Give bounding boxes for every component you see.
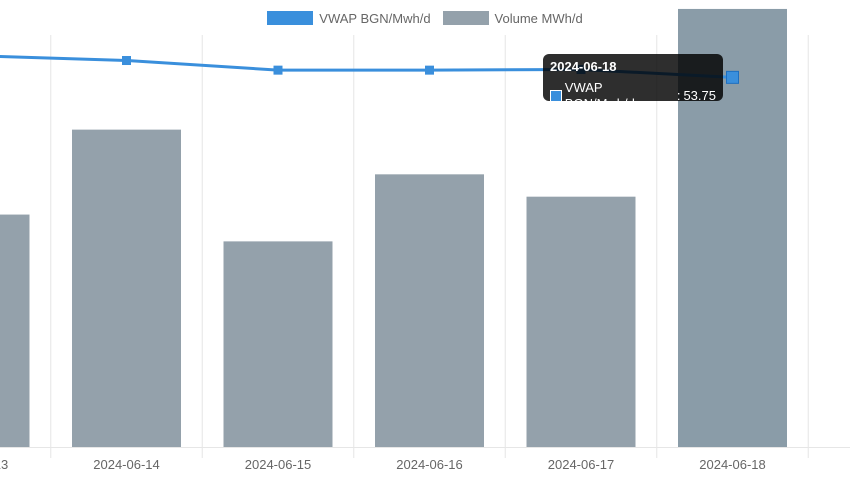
x-axis-ticks: 2024-06-13 2024-06-14 2024-06-15 2024-06-16… [0,457,766,472]
volume-bars [0,8,787,447]
x-tick-label-2024-06-15: 2024-06-15 [245,457,312,472]
vwap-point-2024-06-18 [726,70,739,84]
vwap-point-2024-06-15 [273,65,283,75]
x-tick-label-2024-06-13: 2024-06-13 [0,457,8,472]
volume-bar-2024-06-13 [0,214,30,447]
volume-bar-2024-06-14 [72,129,181,447]
volume-bar-2024-06-15 [223,241,333,447]
vwap-point-2024-06-16 [425,65,434,75]
tooltip-swatch [550,90,562,102]
legend-label-volume: Volume MWh/d [494,10,583,26]
legend-swatch-vwap [267,11,314,25]
x-tick-label-2024-06-18: 2024-06-18 [699,457,766,472]
x-tick-label-2024-06-14: 2024-06-14 [93,457,160,472]
legend: VWAP BGN/Mwh/d Volume MWh/d [0,8,850,28]
tooltip-series-label: VWAP BGN/Mwh/d [564,80,635,111]
legend-item-volume[interactable]: Volume MWh/d [442,10,583,26]
x-tick-label-2024-06-17: 2024-06-17 [548,457,615,472]
chart-tooltip: 2024-06-18 VWAP BGN/Mwh/d: 53.75 [543,54,723,111]
grid-lines [0,35,850,458]
legend-label-vwap: VWAP BGN/Mwh/d [319,10,431,26]
volume-bar-2024-06-16 [375,174,484,447]
tooltip-value: 53.75 [683,88,716,103]
volume-bar-2024-06-17 [526,196,636,447]
legend-swatch-volume [442,11,489,25]
legend-item-vwap[interactable]: VWAP BGN/Mwh/d [267,10,431,26]
tooltip-colon: : [676,88,681,103]
tooltip-row: VWAP BGN/Mwh/d: 53.75 [550,80,716,112]
x-tick-label-2024-06-16: 2024-06-16 [396,457,463,472]
vwap-point-2024-06-14 [122,56,131,66]
tooltip-title: 2024-06-18 [550,59,617,74]
